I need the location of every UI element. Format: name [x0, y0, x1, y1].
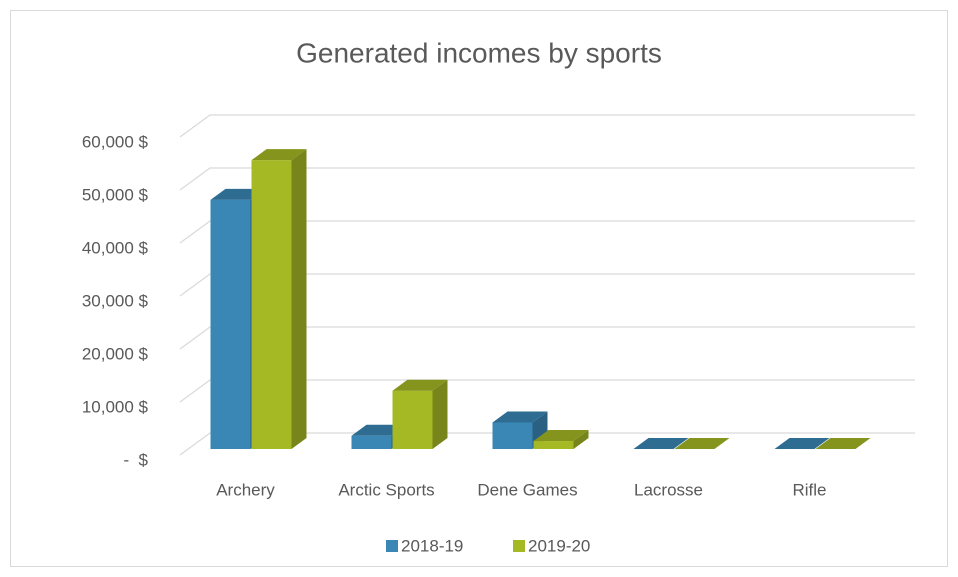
x-tick-label: Dene Games: [477, 480, 577, 499]
legend-swatch: [513, 540, 525, 552]
bar-front: [392, 390, 433, 449]
bar-side: [291, 149, 307, 449]
x-tick-label: Arctic Sports: [338, 480, 434, 499]
y-tick-label: 60,000 $: [82, 132, 149, 151]
grid-line: [179, 326, 915, 350]
y-tick-label: 10,000 $: [82, 397, 149, 416]
bar: [674, 438, 730, 449]
bar-front: [210, 199, 251, 449]
legend-label: 2018-19: [401, 536, 463, 555]
bar-side: [432, 379, 448, 449]
x-tick-label: Lacrosse: [634, 480, 703, 499]
y-tick-label: 20,000 $: [82, 344, 149, 363]
bar-top: [533, 430, 589, 442]
grid-line: [179, 432, 915, 456]
y-tick-label: - $: [123, 450, 148, 469]
bar: [774, 438, 830, 449]
legend-label: 2019-20: [528, 536, 590, 555]
bar: [815, 438, 871, 449]
bar-front: [351, 435, 392, 449]
y-tick-label: 50,000 $: [82, 185, 149, 204]
y-tick-label: 40,000 $: [82, 238, 149, 257]
grid-line: [179, 379, 915, 403]
legend-swatch: [386, 540, 398, 552]
bar: [533, 430, 589, 449]
bar-top: [815, 438, 871, 449]
bar-top: [251, 149, 307, 161]
bar-top: [392, 379, 448, 391]
grid-line: [179, 220, 915, 244]
grid-line: [179, 114, 915, 138]
grid-line: [179, 167, 915, 191]
bar-top: [774, 438, 830, 449]
bar-side: [573, 430, 589, 449]
bar-top: [492, 411, 548, 423]
bar-front: [492, 422, 533, 449]
x-tick-label: Rifle: [792, 480, 826, 499]
grid-line: [179, 273, 915, 297]
bar: [633, 438, 689, 449]
bar-front: [533, 441, 574, 449]
bar: [251, 149, 307, 449]
bar-front: [251, 160, 292, 449]
bar-top: [633, 438, 689, 449]
chart-title: Generated incomes by sports: [296, 37, 662, 68]
bar: [392, 379, 448, 449]
bar-top: [674, 438, 730, 449]
chart-border: [10, 10, 948, 567]
y-tick-label: 30,000 $: [82, 291, 149, 310]
x-tick-label: Archery: [216, 480, 275, 499]
